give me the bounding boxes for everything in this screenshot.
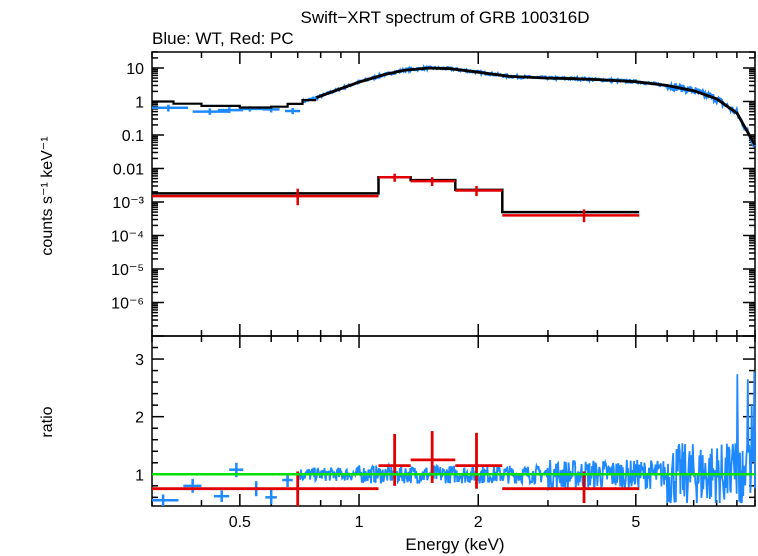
spectrum-panel: 10 1 0.1 0.01 10⁻³ 10⁻⁴ 10⁻⁵ 10⁻⁶ bbox=[111, 51, 757, 337]
chart-subtitle: Blue: WT, Red: PC bbox=[152, 29, 294, 48]
x-axis-label: Energy (keV) bbox=[405, 535, 504, 554]
wt-data-point bbox=[152, 104, 189, 112]
wt-ratio-trace bbox=[296, 371, 756, 504]
pc-ratio-point bbox=[502, 471, 640, 504]
y-tick-label: 1 bbox=[135, 467, 144, 484]
x-tick-label: 0.5 bbox=[229, 514, 251, 531]
ratio-panel: 0.5 1 2 5 1 2 3 bbox=[135, 335, 756, 531]
x-tick-label: 5 bbox=[631, 514, 640, 531]
wt-model-line bbox=[315, 66, 757, 146]
wt-data-point bbox=[217, 107, 244, 114]
y-tick-label: 10⁻³ bbox=[112, 195, 144, 212]
wt-model-step bbox=[152, 99, 317, 109]
pc-data-point bbox=[152, 188, 379, 206]
y-tick-label: 10⁻⁴ bbox=[111, 228, 144, 245]
pc-ratio-point bbox=[152, 471, 379, 506]
y-tick-label: 10 bbox=[126, 61, 144, 78]
y-tick-label: 3 bbox=[135, 352, 144, 369]
y-tick-label: 1 bbox=[135, 94, 144, 111]
wt-ratio-point bbox=[152, 494, 179, 506]
wt-ratio-point bbox=[183, 478, 202, 493]
wt-data-point bbox=[192, 108, 230, 115]
wt-data-point bbox=[284, 107, 301, 115]
y-tick-label: 2 bbox=[135, 410, 144, 427]
y-tick-label: 0.01 bbox=[113, 161, 144, 178]
pc-data-point bbox=[455, 186, 503, 197]
y-tick-label: 10⁻⁶ bbox=[111, 295, 144, 312]
wt-ratio-point bbox=[265, 489, 277, 505]
x-tick-label: 2 bbox=[474, 514, 483, 531]
x-tick-label: 1 bbox=[355, 514, 364, 531]
chart-title: Swift−XRT spectrum of GRB 100316D bbox=[301, 8, 590, 27]
pc-data-point bbox=[378, 173, 411, 182]
wt-ratio-point bbox=[213, 490, 230, 502]
y-axis-label-bottom: ratio bbox=[39, 406, 56, 437]
pc-ratio-point bbox=[455, 432, 503, 489]
pc-data-point bbox=[502, 209, 640, 223]
pc-ratio-point bbox=[378, 433, 411, 486]
pc-model-line bbox=[152, 175, 640, 214]
y-tick-label: 0.1 bbox=[122, 128, 144, 145]
pc-data-point bbox=[410, 177, 456, 187]
y-tick-label: 10⁻⁵ bbox=[111, 262, 144, 279]
y-axis-label-top: counts s⁻¹ keV⁻¹ bbox=[39, 136, 56, 255]
